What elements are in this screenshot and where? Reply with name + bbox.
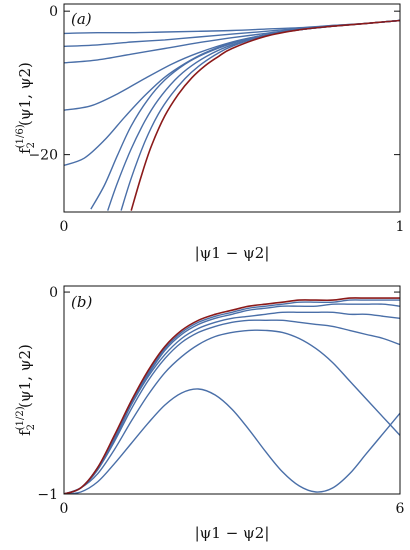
panel-b-series-1 xyxy=(64,329,400,494)
panel-b-ytick-label-0: 0 xyxy=(49,285,58,301)
panel-a-series-0 xyxy=(64,19,400,35)
panel-b-curves xyxy=(64,297,400,494)
panel-a-series-5 xyxy=(90,19,400,210)
panel-a-series-8 xyxy=(130,19,400,211)
panel-a-label: (a) xyxy=(71,10,92,28)
panel-b-ticks: 0 60−1 xyxy=(37,285,404,517)
panel-b-series-5 xyxy=(64,299,400,494)
panel-b-series-6 xyxy=(64,297,400,494)
panel-a: 0 1 0 −20 (a) f(1/6)2(ψ1, ψ2) |ψ1 − ψ2| xyxy=(15,3,404,262)
panel-a-xlabel: |ψ1 − ψ2| xyxy=(195,244,270,262)
panel-b-label: (b) xyxy=(71,293,92,311)
panel-b-xtick-label-1: 6 xyxy=(396,501,405,517)
panel-a-ytick-label-1: −20 xyxy=(28,148,58,164)
panel-b-series-2 xyxy=(64,319,400,494)
panel-a-ticks: 0 1 0 −20 xyxy=(28,4,404,235)
panel-b-ylabel: f(1/2)2(ψ1, ψ2) xyxy=(15,344,37,436)
panel-a-ylabel: f(1/6)2(ψ1, ψ2) xyxy=(15,62,37,154)
panel-b-series-3 xyxy=(64,311,400,494)
panel-a-series-4 xyxy=(64,19,400,167)
panel-b: 0 60−1 (b) f(1/2)2(ψ1, ψ2) |ψ1 − ψ2| xyxy=(15,285,405,542)
panel-b-xlabel: |ψ1 − ψ2| xyxy=(195,524,270,542)
panel-b-ytick-label-1: −1 xyxy=(37,487,58,503)
panel-a-ytick-label-0: 0 xyxy=(49,4,58,20)
panel-b-frame xyxy=(63,285,401,495)
panel-b-series-0 xyxy=(64,388,400,494)
panel-b-xtick-label-0: 0 xyxy=(60,501,69,517)
panel-a-xtick-label-0: 0 xyxy=(60,219,69,235)
panel-a-curves xyxy=(64,19,400,211)
panel-a-xtick-label-1: 1 xyxy=(396,219,405,235)
panel-a-frame xyxy=(63,3,401,213)
panel-a-series-6 xyxy=(107,19,400,211)
